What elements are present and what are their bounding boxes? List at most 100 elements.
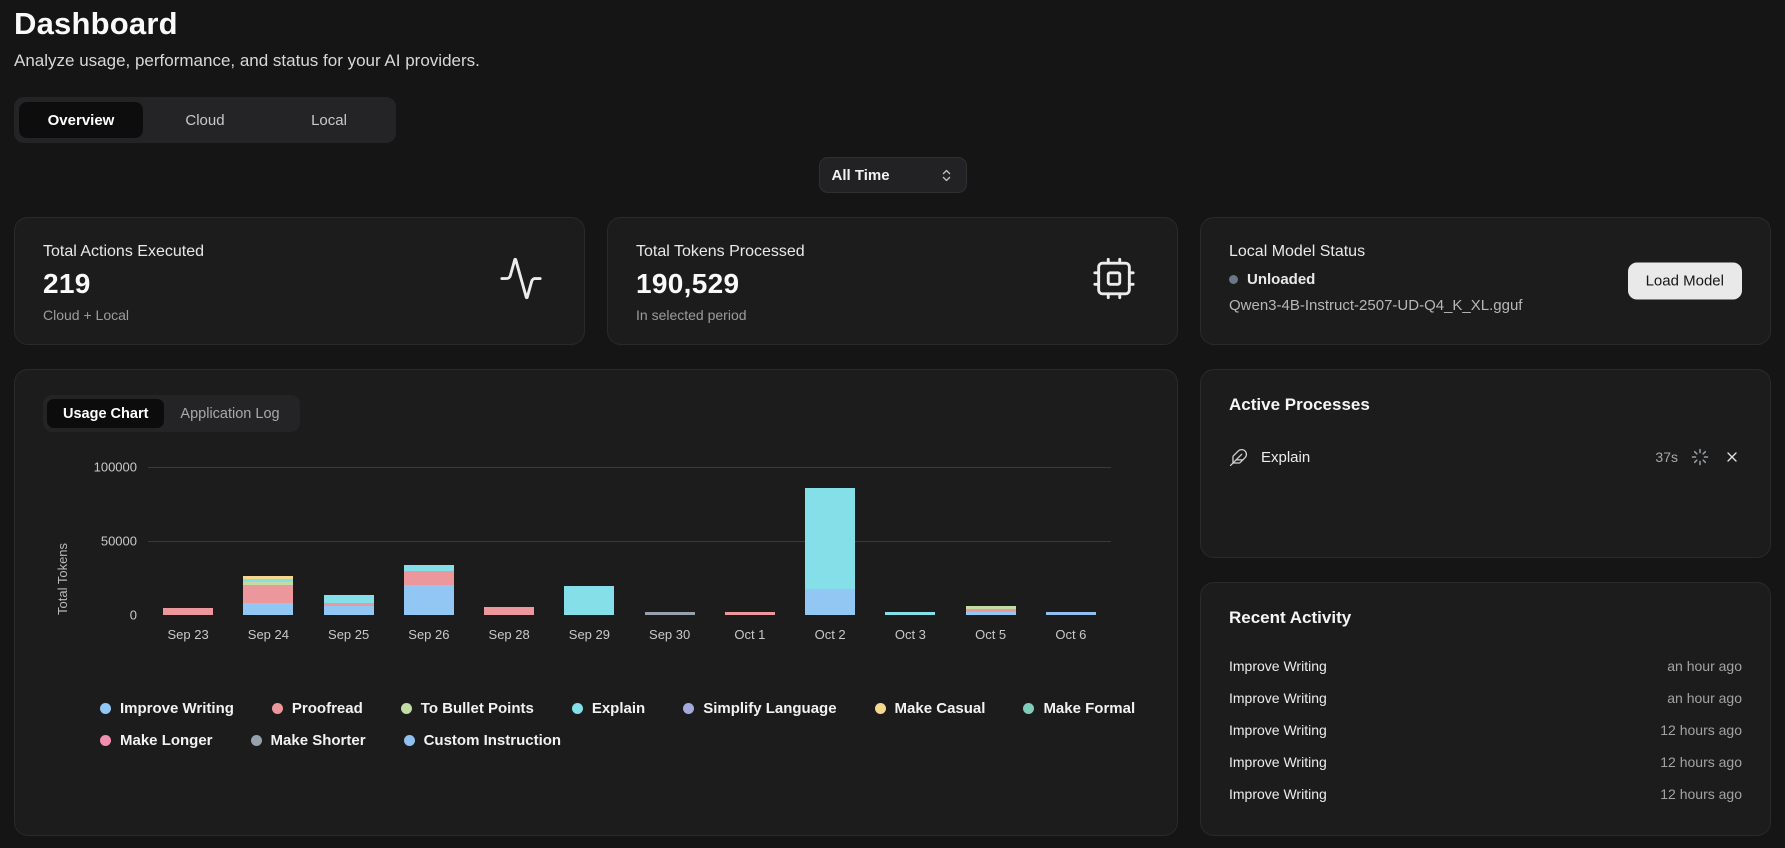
- x-tick-label: Oct 2: [814, 627, 846, 642]
- recent-activity-time: an hour ago: [1667, 658, 1742, 674]
- tab-cloud[interactable]: Cloud: [185, 111, 225, 129]
- gridline-50000: [148, 541, 1111, 542]
- process-controls: 37s: [1655, 447, 1742, 467]
- legend-row: Make Longer Make Shorter Custom Instruct…: [100, 732, 1149, 749]
- bar-segment: [403, 564, 454, 572]
- bar-sep-25: [323, 595, 374, 615]
- y-tick-0: 0: [129, 607, 137, 623]
- bar-oct-1: [724, 612, 775, 615]
- x-tick-label: Sep 26: [408, 627, 450, 642]
- cancel-process-button[interactable]: [1722, 447, 1742, 467]
- recent-activity-row: Improve Writing 12 hours ago: [1229, 746, 1742, 778]
- legend-dot: [403, 735, 415, 746]
- legend-label: Proofread: [291, 700, 363, 717]
- recent-activity-time: an hour ago: [1667, 690, 1742, 706]
- bar-segment: [403, 585, 454, 615]
- main-tabs: Overview Cloud Local: [14, 97, 396, 143]
- total-actions-value: 219: [43, 268, 91, 299]
- recent-activity-action: Improve Writing: [1229, 754, 1327, 770]
- active-processes-panel: Active Processes Explain 37s: [1200, 369, 1771, 558]
- tab-overview[interactable]: Overview: [19, 102, 143, 138]
- filter-row: All Time: [14, 157, 1771, 193]
- stats-row: Total Actions Executed 219 Cloud + Local…: [14, 217, 1771, 345]
- bar-segment: [965, 612, 1016, 615]
- bar-segment: [965, 606, 1016, 609]
- bar-sep-30: [644, 612, 695, 615]
- total-actions-label: Total Actions Executed: [43, 243, 204, 260]
- legend-label: To Bullet Points: [420, 700, 534, 717]
- legend-item: Explain: [571, 700, 645, 717]
- bar-sep-26: [403, 564, 454, 615]
- bar-segment: [805, 487, 856, 590]
- usage-chart: Total Tokens 100000 50000 0 Sep 23 Sep 24…: [43, 460, 1149, 672]
- cpu-icon: [1091, 256, 1137, 307]
- activity-icon: [498, 256, 544, 307]
- model-status-text: Unloaded: [1247, 271, 1316, 288]
- bar-segment: [885, 612, 936, 615]
- process-row: Explain 37s: [1229, 447, 1742, 467]
- bar-segment: [243, 603, 294, 615]
- legend-row: Improve Writing Proofread To Bullet Poin…: [100, 700, 1149, 717]
- recent-activity-action: Improve Writing: [1229, 722, 1327, 738]
- legend-label: Simplify Language: [703, 700, 837, 717]
- legend-dot: [100, 703, 111, 714]
- y-tick-50000: 50000: [100, 533, 137, 549]
- bar-segment: [564, 586, 615, 615]
- legend-label: Make Longer: [120, 732, 213, 749]
- load-model-button[interactable]: Load Model: [1627, 262, 1742, 300]
- recent-activity-action: Improve Writing: [1229, 786, 1327, 802]
- recent-activity-row: Improve Writing 12 hours ago: [1229, 778, 1742, 810]
- legend-item: Make Longer: [100, 732, 213, 749]
- gridline-100000: [148, 467, 1111, 468]
- bar-segment: [323, 595, 374, 604]
- recent-activity-row: Improve Writing an hour ago: [1229, 682, 1742, 714]
- status-dot: [1229, 275, 1238, 284]
- legend-dot: [271, 703, 283, 714]
- legend-dot: [683, 703, 695, 714]
- bar-oct-5: [965, 606, 1016, 615]
- x-tick-label: Sep 30: [649, 627, 691, 642]
- chart-tabs: Usage Chart Application Log: [43, 395, 300, 432]
- right-column: Active Processes Explain 37s: [1200, 369, 1771, 836]
- total-tokens-label: Total Tokens Processed: [636, 243, 805, 260]
- y-tick-100000: 100000: [93, 459, 137, 475]
- bar-oct-3: [885, 612, 936, 615]
- bar-segment: [1045, 612, 1096, 615]
- bar-segment: [644, 612, 695, 615]
- time-range-select[interactable]: All Time: [818, 157, 967, 193]
- total-tokens-value: 190,529: [636, 268, 740, 299]
- recent-activity-action: Improve Writing: [1229, 690, 1327, 706]
- local-model-status-card: Local Model Status Unloaded Qwen3-4B-Ins…: [1200, 217, 1771, 345]
- bar-segment: [403, 571, 454, 586]
- x-tick-label: Oct 3: [894, 627, 926, 642]
- legend-item: Simplify Language: [683, 700, 837, 717]
- chart-legend: Improve Writing Proofread To Bullet Poin…: [43, 700, 1149, 749]
- legend-item: Proofread: [271, 700, 363, 717]
- total-actions-sub: Cloud + Local: [43, 307, 130, 323]
- model-status-row: Unloaded: [1229, 271, 1742, 288]
- legend-item: Make Formal: [1023, 700, 1135, 717]
- chart-tab-application-log[interactable]: Application Log: [180, 405, 280, 422]
- bar-sep-23: [163, 607, 214, 615]
- legend-label: Make Formal: [1043, 700, 1136, 717]
- legend-dot: [250, 735, 262, 746]
- bar-segment: [243, 582, 294, 586]
- y-axis-label: Total Tokens: [55, 542, 70, 615]
- loader-spinner-icon: [1691, 448, 1709, 466]
- chart-tab-usage-chart[interactable]: Usage Chart: [47, 399, 165, 428]
- legend-item: Custom Instruction: [403, 732, 561, 749]
- bar-segment: [484, 606, 535, 615]
- legend-item: Improve Writing: [100, 700, 234, 717]
- total-actions-card: Total Actions Executed 219 Cloud + Local: [14, 217, 585, 345]
- page-subtitle: Analyze usage, performance, and status f…: [14, 51, 480, 70]
- main-row: Usage Chart Application Log Total Tokens …: [14, 369, 1771, 836]
- recent-activity-row: Improve Writing 12 hours ago: [1229, 714, 1742, 746]
- bar-segment: [243, 579, 294, 583]
- bar-segment: [323, 606, 374, 615]
- bar-segment: [965, 609, 1016, 612]
- tab-local[interactable]: Local: [311, 111, 347, 129]
- bar-oct-2: [805, 487, 856, 615]
- bar-sep-29: [564, 586, 615, 615]
- x-tick-label: Sep 28: [488, 627, 530, 642]
